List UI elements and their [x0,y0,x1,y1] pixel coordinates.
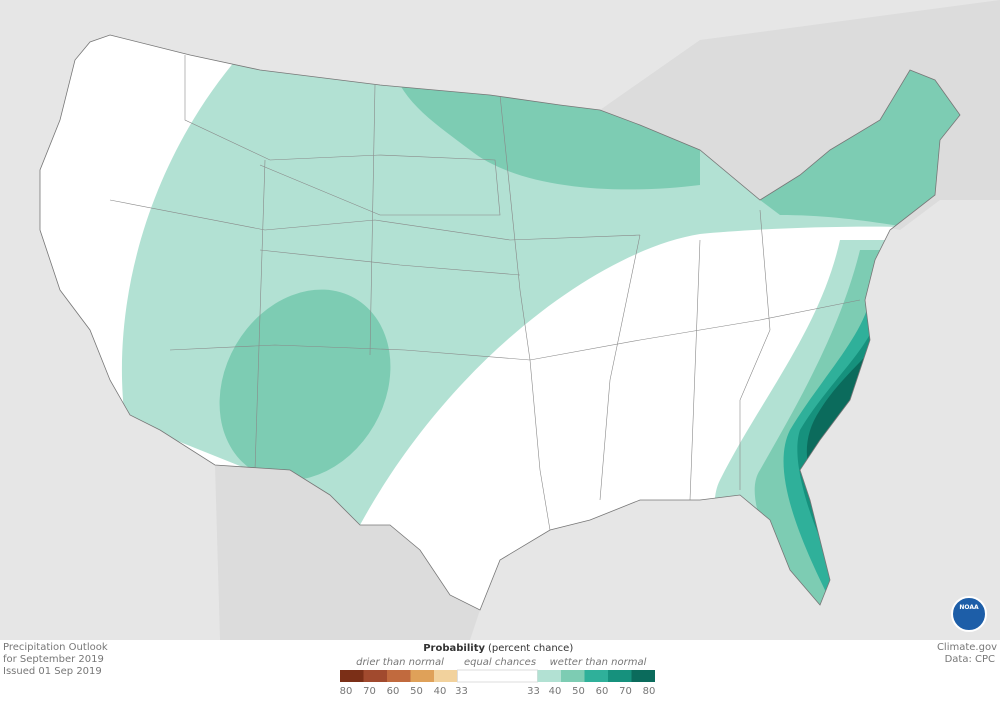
mexico [215,465,480,640]
legend-swatch [584,670,608,682]
legend-tick-label: 60 [387,686,400,697]
state-borders [109,55,861,531]
legend-tick-label: 80 [643,686,656,697]
equal-label: equal chances [464,657,536,668]
wet-50-southwest [219,289,391,481]
legend-tick-label: 50 [572,686,585,697]
legend-swatch [561,670,585,682]
legend-swatch [608,670,632,682]
drier-label: drier than normal [356,657,444,668]
legend-tick-label: 40 [434,686,447,697]
legend-swatch [363,670,387,682]
legend-swatch [340,670,364,682]
wetter-label: wetter than normal [550,657,647,668]
caption-line: Precipitation Outlook [3,642,108,653]
legend: 80 70 60 50 40 33 33 40 50 60 70 80 [340,669,656,697]
legend-tick-label: 50 [410,686,423,697]
legend-title: Probability [423,643,485,654]
us-outline [39,34,961,611]
legend-swatch [434,670,458,682]
legend-tick-label: 70 [619,686,632,697]
credit-data: Data: CPC [945,654,995,665]
caption-line: for September 2019 [3,654,104,665]
legend-tick-label: 40 [549,686,562,697]
credit-source: Climate.gov [937,642,997,653]
legend-swatch [410,670,434,682]
legend-swatch [457,669,538,683]
legend-tick-label: 33 [527,686,540,697]
noaa-logo-text: NOAA [959,604,979,611]
legend-swatch [537,670,561,682]
noaa-logo [951,596,987,632]
caption-line: Issued 01 Sep 2019 [3,666,102,677]
legend-tick-label: 70 [363,686,376,697]
legend-tick-label: 33 [455,686,468,697]
legend-swatch [387,670,411,682]
legend-subtitle: (percent chance) [488,643,573,654]
legend-swatch [631,670,655,682]
legend-tick-label: 60 [596,686,609,697]
legend-tick-label: 80 [340,686,353,697]
